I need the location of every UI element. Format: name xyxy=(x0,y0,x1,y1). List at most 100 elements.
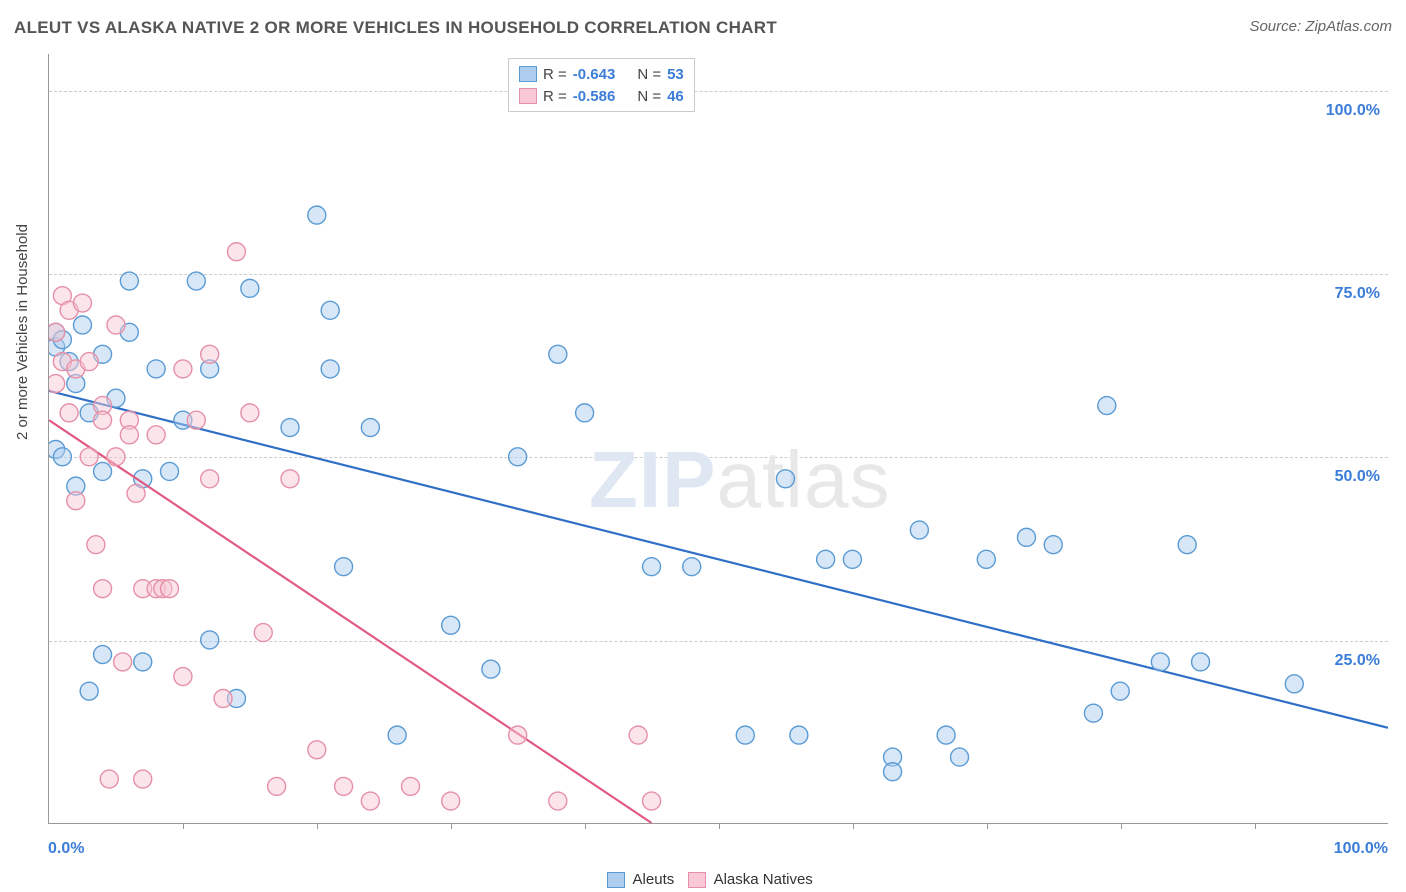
data-point xyxy=(94,462,112,480)
data-point xyxy=(107,448,125,466)
data-point xyxy=(683,558,701,576)
data-point xyxy=(107,316,125,334)
data-point xyxy=(214,690,232,708)
n-value: 53 xyxy=(667,66,684,83)
plot-wrapper: ZIPatlas 25.0%50.0%75.0%100.0% R = -0.643… xyxy=(48,54,1388,824)
data-point xyxy=(1178,536,1196,554)
r-label: R = xyxy=(543,66,567,83)
data-point xyxy=(629,726,647,744)
x-tick xyxy=(183,823,184,829)
data-point xyxy=(134,653,152,671)
data-point xyxy=(776,470,794,488)
data-point xyxy=(951,748,969,766)
x-tick xyxy=(853,823,854,829)
r-value: -0.586 xyxy=(573,88,616,105)
n-label: N = xyxy=(637,88,661,105)
x-tick xyxy=(317,823,318,829)
data-point xyxy=(388,726,406,744)
data-point xyxy=(87,536,105,554)
data-point xyxy=(161,462,179,480)
data-point xyxy=(174,668,192,686)
regression-line xyxy=(49,391,1388,728)
chart-title: ALEUT VS ALASKA NATIVE 2 OR MORE VEHICLE… xyxy=(14,18,777,37)
data-point xyxy=(53,448,71,466)
legend-series-label: Aleuts xyxy=(629,871,674,888)
data-point xyxy=(1044,536,1062,554)
data-point xyxy=(60,404,78,422)
data-point xyxy=(308,741,326,759)
legend-row: R = -0.643 N = 53 xyxy=(519,63,684,85)
data-point xyxy=(94,580,112,598)
data-point xyxy=(80,353,98,371)
data-point xyxy=(321,360,339,378)
data-point xyxy=(127,484,145,502)
x-tick xyxy=(451,823,452,829)
source-attribution: Source: ZipAtlas.com xyxy=(1249,18,1392,35)
legend-swatch xyxy=(519,88,537,104)
data-point xyxy=(977,550,995,568)
data-point xyxy=(114,653,132,671)
data-point xyxy=(80,682,98,700)
legend-row: R =-0.586N =46 xyxy=(519,85,684,107)
x-axis-start-label: 0.0% xyxy=(48,840,84,858)
data-point xyxy=(1192,653,1210,671)
data-point xyxy=(1098,397,1116,415)
data-point xyxy=(335,558,353,576)
data-point xyxy=(937,726,955,744)
regression-line xyxy=(49,420,652,823)
legend-swatch xyxy=(607,872,625,888)
data-point xyxy=(549,792,567,810)
x-tick xyxy=(585,823,586,829)
data-point xyxy=(120,426,138,444)
data-point xyxy=(201,470,219,488)
r-label: R = xyxy=(543,88,567,105)
data-point xyxy=(321,301,339,319)
data-point xyxy=(281,419,299,437)
data-point xyxy=(80,448,98,466)
data-point xyxy=(268,777,286,795)
data-point xyxy=(482,660,500,678)
legend-series-label: Alaska Natives xyxy=(710,871,813,888)
data-point xyxy=(509,726,527,744)
y-axis-label: 2 or more Vehicles in Household xyxy=(14,224,31,440)
r-value: -0.643 xyxy=(573,66,616,83)
data-point xyxy=(817,550,835,568)
data-point xyxy=(49,375,65,393)
x-tick xyxy=(987,823,988,829)
data-point xyxy=(187,411,205,429)
data-point xyxy=(643,792,661,810)
data-point xyxy=(790,726,808,744)
data-point xyxy=(120,272,138,290)
series-legend: Aleuts Alaska Natives xyxy=(0,871,1406,888)
data-point xyxy=(549,345,567,363)
data-point xyxy=(1151,653,1169,671)
data-point xyxy=(1017,528,1035,546)
correlation-legend: R =-0.643N =53R =-0.586N =46 xyxy=(508,58,695,112)
data-point xyxy=(147,360,165,378)
data-point xyxy=(335,777,353,795)
data-point xyxy=(361,792,379,810)
data-point xyxy=(509,448,527,466)
x-tick xyxy=(1121,823,1122,829)
n-label: N = xyxy=(637,66,661,83)
data-point xyxy=(1084,704,1102,722)
data-point xyxy=(241,279,259,297)
data-point xyxy=(227,243,245,261)
data-point xyxy=(49,323,65,341)
data-point xyxy=(442,792,460,810)
data-point xyxy=(161,580,179,598)
data-point xyxy=(1111,682,1129,700)
legend-swatch xyxy=(688,872,706,888)
data-point xyxy=(174,360,192,378)
data-point xyxy=(281,470,299,488)
data-point xyxy=(643,558,661,576)
chart-svg xyxy=(49,54,1388,823)
data-point xyxy=(201,631,219,649)
plot-area: ZIPatlas 25.0%50.0%75.0%100.0% xyxy=(48,54,1388,824)
data-point xyxy=(73,316,91,334)
data-point xyxy=(361,419,379,437)
data-point xyxy=(73,294,91,312)
data-point xyxy=(134,770,152,788)
data-point xyxy=(147,426,165,444)
data-point xyxy=(94,646,112,664)
